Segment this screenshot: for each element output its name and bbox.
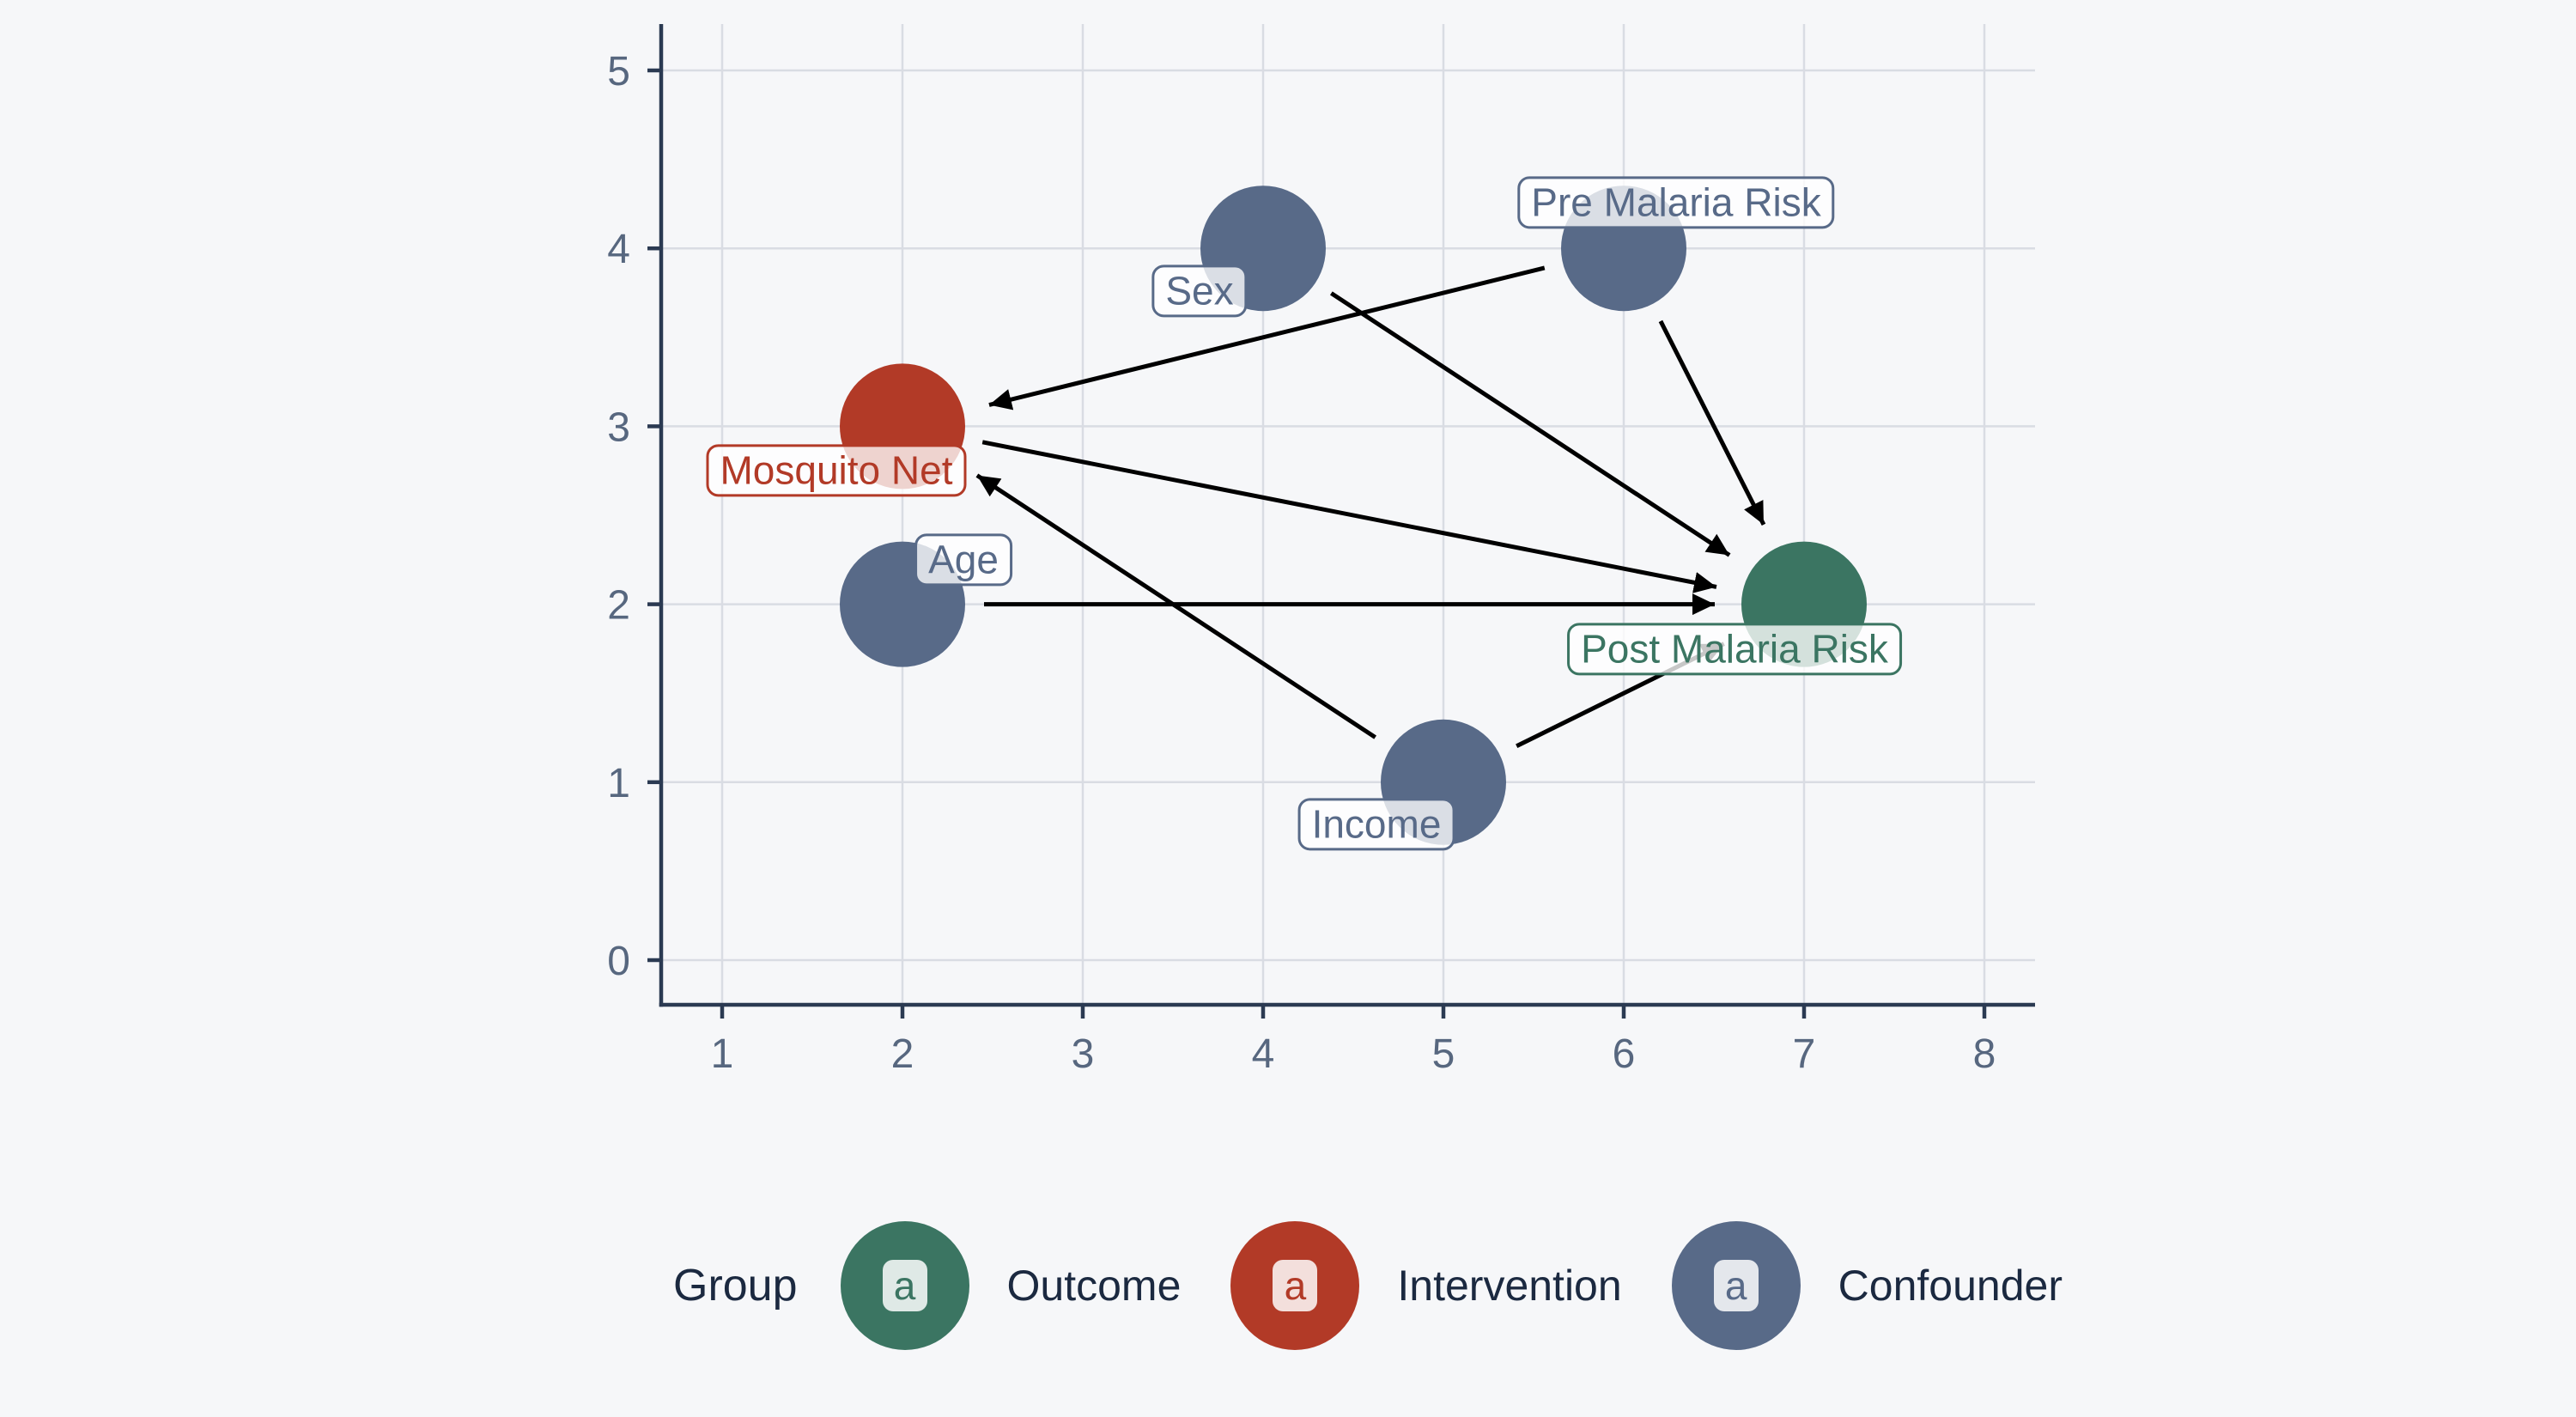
x-tick-label-1: 1 bbox=[711, 1031, 734, 1077]
node-label-income: Income bbox=[1297, 798, 1455, 851]
edge-income-to-net bbox=[975, 473, 1377, 739]
legend-item-intervention: a Intervention bbox=[1230, 1221, 1622, 1350]
legend-item-outcome: a Outcome bbox=[840, 1221, 1182, 1350]
legend-key-intervention-circle: a bbox=[1230, 1221, 1360, 1350]
x-tick-label-3: 3 bbox=[1072, 1031, 1095, 1077]
y-tick-label-3: 3 bbox=[607, 404, 630, 450]
legend-label-confounder: Confounder bbox=[1838, 1262, 2063, 1310]
legend-title: Group bbox=[673, 1261, 798, 1311]
edge-sex-to-post bbox=[1329, 291, 1731, 557]
node-label-age: Age bbox=[914, 533, 1012, 587]
legend-key-outcome-circle: a bbox=[840, 1221, 969, 1350]
edge-pre-to-post bbox=[1658, 319, 1766, 526]
legend-label-outcome: Outcome bbox=[1006, 1262, 1182, 1310]
node-label-sex: Sex bbox=[1151, 265, 1248, 318]
node-label-post: Post Malaria Risk bbox=[1567, 623, 1902, 676]
legend-key-confounder-glyph: a bbox=[1713, 1260, 1759, 1311]
x-tick-label-7: 7 bbox=[1793, 1031, 1816, 1077]
legend-key-intervention-glyph: a bbox=[1273, 1260, 1318, 1311]
y-tick-label-2: 2 bbox=[607, 583, 630, 629]
edge-net-to-post bbox=[981, 440, 1717, 593]
x-tick-label-5: 5 bbox=[1432, 1031, 1455, 1077]
y-tick-label-1: 1 bbox=[607, 761, 630, 806]
x-tick-label-2: 2 bbox=[891, 1031, 914, 1077]
edge-pre-to-net bbox=[988, 265, 1546, 411]
legend-key-outcome-glyph: a bbox=[882, 1260, 927, 1311]
legend-key-confounder-circle: a bbox=[1671, 1221, 1801, 1350]
legend-label-intervention: Intervention bbox=[1397, 1262, 1622, 1310]
node-label-pre: Pre Malaria Risk bbox=[1517, 176, 1835, 229]
y-tick-label-5: 5 bbox=[607, 49, 630, 94]
x-tick-label-6: 6 bbox=[1613, 1031, 1636, 1077]
node-label-net: Mosquito Net bbox=[706, 444, 967, 497]
x-tick-label-4: 4 bbox=[1252, 1031, 1275, 1077]
legend-item-confounder: a Confounder bbox=[1671, 1221, 2063, 1350]
y-tick-label-4: 4 bbox=[607, 227, 630, 272]
y-tick-label-0: 0 bbox=[607, 939, 630, 984]
x-tick-label-8: 8 bbox=[1973, 1031, 1996, 1077]
legend: Group a Outcome a Intervention a Confoun… bbox=[673, 1221, 2063, 1350]
